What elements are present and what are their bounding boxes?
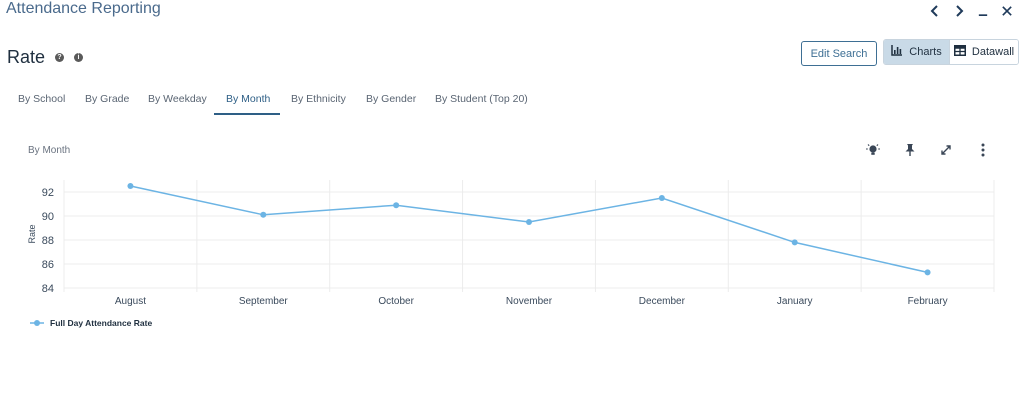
data-point [791,239,798,246]
legend-marker [30,320,44,326]
report-tabs: By School By Grade By Weekday By Month B… [0,86,1024,116]
x-tick-label: October [378,296,414,307]
next-icon[interactable] [954,2,964,20]
window-controls [930,2,1012,20]
x-tick-label: November [506,296,553,307]
tab-by-school[interactable]: By School [18,93,66,105]
line-chart: 84 86 88 90 92 August September October November… [27,180,995,307]
x-tick-label: January [777,296,813,307]
tab-by-grade[interactable]: By Grade [85,93,130,105]
chart-title: By Month [28,145,71,156]
series-line [130,185,928,274]
charts-label: Charts [909,46,942,58]
y-axis-label: Rate [27,224,37,243]
y-tick-label: 86 [42,259,54,271]
data-point [260,211,267,218]
chart-legend[interactable]: Full Day Attendance Rate [30,318,152,328]
close-icon[interactable] [1002,2,1012,20]
minimize-icon[interactable] [978,2,988,20]
expand-icon[interactable] [937,141,955,159]
data-point [924,269,931,276]
x-tick-label: December [639,296,686,307]
bar-chart-icon [891,45,903,59]
more-vert-icon[interactable] [974,141,992,159]
tab-by-weekday[interactable]: By Weekday [148,93,207,105]
y-tick-label: 88 [42,235,54,247]
page-title: Rate [7,47,46,67]
tab-by-ethnicity[interactable]: By Ethnicity [291,93,346,105]
app-title: Attendance Reporting [6,0,161,17]
tab-by-month[interactable]: By Month [226,93,271,105]
y-tick-label: 92 [42,187,54,199]
x-tick-label: August [115,296,146,307]
x-tick-label: September [239,296,289,307]
x-tick-label: February [908,296,948,307]
view-toggle: Charts Datawall [883,39,1019,65]
y-tick-label: 84 [42,283,54,295]
previous-icon[interactable] [930,2,940,20]
tab-by-gender[interactable]: By Gender [366,93,417,105]
page-header: Rate ? i [7,47,84,68]
legend-label: Full Day Attendance Rate [50,318,153,328]
data-point [658,195,665,201]
datawall-toggle-button[interactable]: Datawall [949,40,1018,64]
info-icon[interactable]: i [74,53,84,62]
datawall-label: Datawall [971,46,1015,58]
active-tab-indicator [214,113,280,115]
y-tick-label: 90 [42,211,54,223]
data-point [127,183,134,189]
chart-toolbar [864,141,992,159]
data-point [526,219,532,225]
lightbulb-icon[interactable] [864,141,882,159]
charts-toggle-button[interactable]: Charts [884,40,950,64]
edit-search-button[interactable]: Edit Search [801,41,877,66]
table-icon [953,45,966,59]
pin-icon[interactable] [901,141,919,159]
data-point [393,202,400,209]
help-icon[interactable]: ? [55,53,65,62]
tab-by-student-top-20[interactable]: By Student (Top 20) [435,93,528,105]
